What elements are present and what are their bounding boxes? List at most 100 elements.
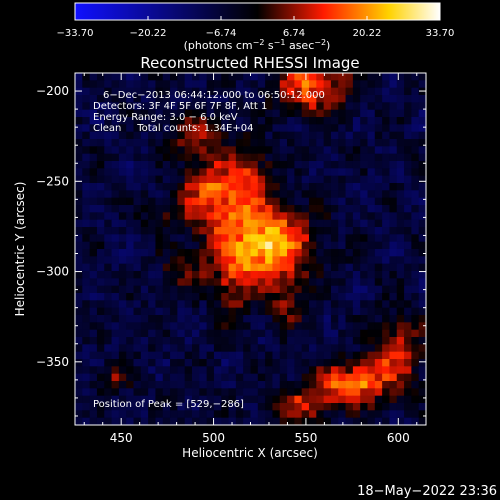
heatmap-cell <box>199 161 208 169</box>
heatmap-cell <box>140 117 149 125</box>
heatmap-cell <box>382 234 390 243</box>
heatmap-cell <box>301 80 310 89</box>
heatmap-cell <box>352 359 361 367</box>
heatmap-cell <box>148 219 156 228</box>
heatmap-cell <box>155 373 164 382</box>
heatmap-cell <box>338 249 346 257</box>
heatmap-cell <box>287 293 295 301</box>
heatmap-cell <box>177 212 186 221</box>
heatmap-cell <box>177 366 186 375</box>
heatmap-cell <box>330 234 339 243</box>
heatmap-cell <box>111 285 120 294</box>
heatmap-cell <box>301 234 310 243</box>
heatmap-cell <box>118 395 127 404</box>
heatmap-cell <box>104 403 112 411</box>
heatmap-cell <box>360 241 368 250</box>
heatmap-cell <box>374 124 383 133</box>
heatmap-cell <box>126 95 134 103</box>
heatmap-cell <box>330 403 339 411</box>
heatmap-cell <box>250 329 259 338</box>
heatmap-cell <box>382 73 390 81</box>
heatmap-cell <box>111 131 120 140</box>
heatmap-cell <box>199 80 208 89</box>
heatmap-cell <box>316 146 325 155</box>
heatmap-cell <box>213 109 222 118</box>
heatmap-cell <box>352 285 361 294</box>
heatmap-cell <box>170 359 178 367</box>
heatmap-cell <box>184 183 193 191</box>
heatmap-cell <box>345 80 354 89</box>
heatmap-cell <box>382 227 390 235</box>
heatmap-cell <box>250 337 259 345</box>
heatmap-cell <box>104 161 112 169</box>
heatmap-cell <box>367 293 376 301</box>
heatmap-cell <box>257 337 266 345</box>
heatmap-cell <box>192 87 200 96</box>
heatmap-cell <box>213 190 222 199</box>
heatmap-cell <box>82 124 91 133</box>
heatmap-cell <box>352 388 361 397</box>
heatmap-cell <box>140 183 149 191</box>
heatmap-cell <box>272 278 281 287</box>
heatmap-cell <box>235 168 244 177</box>
heatmap-cell <box>265 161 273 169</box>
heatmap-cell <box>301 307 310 316</box>
heatmap-cell <box>162 117 171 125</box>
heatmap-cell <box>104 307 112 316</box>
heatmap-cell <box>360 146 368 155</box>
heatmap-cell <box>352 395 361 404</box>
heatmap-cell <box>213 373 222 382</box>
heatmap-cell <box>206 212 215 221</box>
heatmap-cell <box>367 168 376 177</box>
heatmap-cell <box>133 227 142 235</box>
heatmap-cell <box>140 285 149 294</box>
heatmap-cell <box>111 315 120 323</box>
heatmap-cell <box>133 73 142 81</box>
heatmap-cell <box>155 241 164 250</box>
heatmap-cell <box>126 322 134 331</box>
heatmap-cell <box>148 95 156 103</box>
heatmap-cell <box>89 227 98 235</box>
heatmap-cell <box>330 146 339 155</box>
heatmap-cell <box>257 403 266 411</box>
heatmap-cell <box>243 293 251 301</box>
heatmap-cell <box>374 205 383 213</box>
heatmap-cell <box>389 175 398 184</box>
heatmap-cell <box>418 381 427 389</box>
heatmap-cell <box>352 307 361 316</box>
heatmap-cell <box>192 234 200 243</box>
heatmap-cell <box>396 95 405 103</box>
heatmap-cell <box>89 337 98 345</box>
heatmap-cell <box>133 161 142 169</box>
heatmap-cell <box>148 146 156 155</box>
heatmap-cell <box>374 381 383 389</box>
heatmap-cell <box>287 73 295 81</box>
heatmap-cell <box>111 190 120 199</box>
heatmap-cell <box>389 124 398 133</box>
heatmap-cell <box>309 227 317 235</box>
heatmap-cell <box>221 381 229 389</box>
heatmap-cell <box>301 293 310 301</box>
heatmap-cell <box>96 168 105 177</box>
heatmap-cell <box>309 190 317 199</box>
heatmap-cell <box>75 337 83 345</box>
heatmap-cell <box>111 278 120 287</box>
heatmap-cell <box>126 403 134 411</box>
heatmap-cell <box>396 212 405 221</box>
heatmap-cell <box>228 168 237 177</box>
heatmap-cell <box>192 359 200 367</box>
heatmap-cell <box>272 293 281 301</box>
heatmap-cell <box>382 285 390 294</box>
heatmap-cell <box>360 249 368 257</box>
heatmap-cell <box>235 271 244 279</box>
heatmap-cell <box>140 212 149 221</box>
heatmap-cell <box>199 131 208 140</box>
heatmap-cell <box>96 241 105 250</box>
heatmap-cell <box>345 241 354 250</box>
heatmap-cell <box>148 87 156 96</box>
heatmap-cell <box>133 359 142 367</box>
heatmap-cell <box>235 197 244 206</box>
heatmap-cell <box>89 395 98 404</box>
heatmap-cell <box>265 263 273 272</box>
heatmap-cell <box>221 256 229 265</box>
